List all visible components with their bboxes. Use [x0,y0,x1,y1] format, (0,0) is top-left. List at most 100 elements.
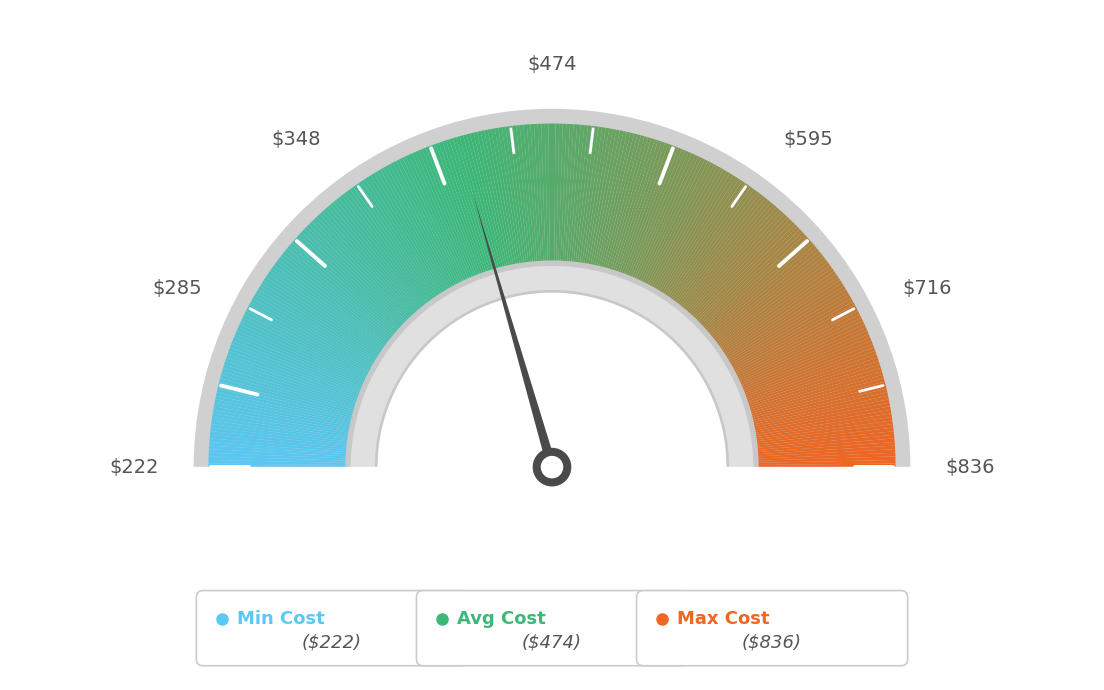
Text: ($836): ($836) [742,634,803,652]
Wedge shape [756,464,895,467]
Wedge shape [527,124,539,264]
Wedge shape [403,156,465,284]
Wedge shape [753,410,891,435]
Wedge shape [220,378,355,416]
Wedge shape [690,214,787,318]
Wedge shape [756,453,895,461]
Wedge shape [224,361,358,406]
Wedge shape [333,200,424,310]
Wedge shape [705,240,813,334]
Wedge shape [433,144,482,276]
Wedge shape [276,259,390,346]
Wedge shape [439,141,487,275]
Text: Min Cost: Min Cost [236,610,325,628]
Wedge shape [686,207,779,314]
Wedge shape [569,125,584,264]
Wedge shape [747,368,882,411]
Wedge shape [330,202,422,311]
Wedge shape [213,406,351,433]
Wedge shape [715,262,830,347]
Wedge shape [254,293,376,365]
Wedge shape [240,321,368,382]
Text: $836: $836 [945,457,995,477]
Wedge shape [647,163,714,287]
Wedge shape [428,145,481,277]
Wedge shape [223,364,358,408]
Wedge shape [301,229,405,328]
Wedge shape [250,302,373,371]
Wedge shape [353,185,436,301]
Wedge shape [582,127,606,266]
Wedge shape [477,131,510,268]
Wedge shape [670,187,754,302]
Wedge shape [495,128,520,266]
Wedge shape [711,251,821,340]
Wedge shape [215,395,352,427]
Wedge shape [299,232,403,329]
Wedge shape [584,128,609,266]
Wedge shape [264,277,382,356]
Wedge shape [617,141,665,275]
Wedge shape [750,385,887,420]
Wedge shape [613,139,658,273]
Wedge shape [295,237,401,332]
Wedge shape [502,127,524,266]
Wedge shape [749,375,884,414]
Wedge shape [222,368,357,411]
Wedge shape [230,344,361,396]
Wedge shape [456,136,497,271]
Wedge shape [251,299,374,369]
Wedge shape [712,254,824,342]
Wedge shape [436,143,485,275]
Wedge shape [563,124,574,264]
Wedge shape [371,173,446,294]
Wedge shape [721,274,838,354]
Wedge shape [516,125,533,264]
Wedge shape [211,424,350,444]
Wedge shape [754,417,892,440]
Wedge shape [755,435,894,450]
Wedge shape [668,185,751,301]
Wedge shape [484,130,513,267]
Wedge shape [703,237,809,332]
Wedge shape [750,382,885,418]
Text: Max Cost: Max Cost [677,610,769,628]
Wedge shape [350,187,434,302]
Wedge shape [693,219,793,322]
Wedge shape [509,126,529,265]
Wedge shape [319,212,415,317]
Wedge shape [229,347,361,398]
Wedge shape [408,153,469,282]
Wedge shape [386,164,456,288]
Wedge shape [311,219,411,322]
Wedge shape [235,331,364,388]
Wedge shape [728,293,850,365]
Wedge shape [672,189,757,304]
Wedge shape [283,251,393,340]
Wedge shape [743,347,875,398]
Wedge shape [652,168,724,290]
Wedge shape [673,191,760,305]
Wedge shape [344,191,431,305]
Wedge shape [400,158,464,284]
Wedge shape [691,217,789,320]
Wedge shape [754,424,893,444]
Wedge shape [656,171,730,293]
Wedge shape [253,295,375,367]
Wedge shape [297,235,402,331]
Wedge shape [289,243,397,335]
Wedge shape [556,124,563,264]
Wedge shape [258,286,379,362]
Wedge shape [212,417,350,440]
Wedge shape [756,460,895,465]
Wedge shape [291,240,399,334]
Wedge shape [219,382,354,418]
Text: $348: $348 [272,130,321,149]
Wedge shape [368,175,445,295]
Circle shape [541,456,563,478]
Polygon shape [473,194,556,469]
Wedge shape [698,227,800,326]
Wedge shape [598,132,634,269]
Wedge shape [659,175,736,295]
Wedge shape [734,311,860,377]
